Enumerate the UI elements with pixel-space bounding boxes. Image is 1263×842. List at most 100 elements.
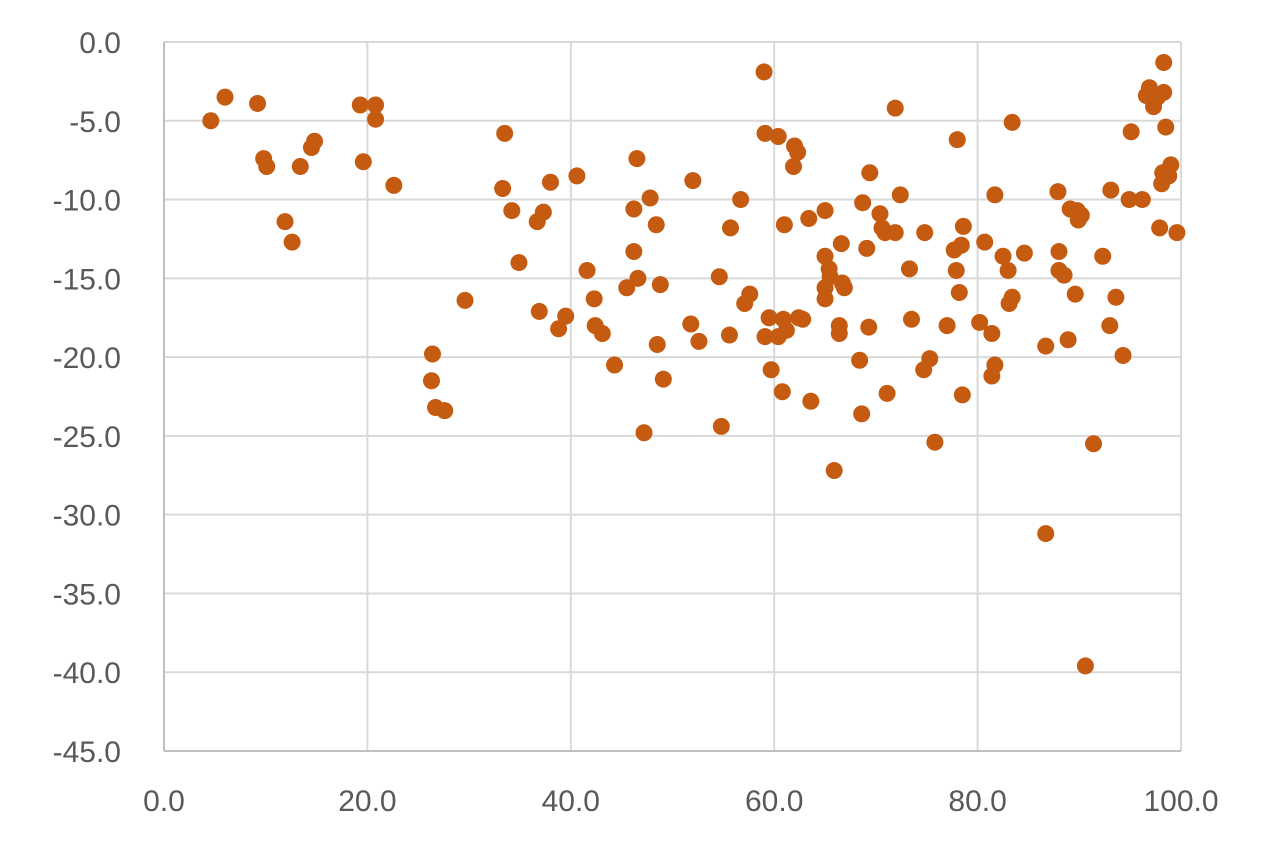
data-point [777, 321, 795, 339]
data-point [1102, 181, 1120, 199]
data-point [541, 173, 559, 191]
data-point [853, 405, 871, 423]
y-tick-label: -30.0 [53, 500, 121, 533]
data-point [871, 205, 889, 223]
data-point [1151, 219, 1169, 237]
data-point [1155, 53, 1173, 71]
data-point [1133, 191, 1151, 209]
data-point [954, 217, 972, 235]
y-tick-label: -45.0 [53, 736, 121, 769]
data-point [755, 63, 773, 81]
data-point [625, 200, 643, 218]
data-point [756, 124, 774, 142]
data-point [606, 356, 624, 374]
data-point [422, 372, 440, 390]
data-point [994, 247, 1012, 265]
data-point [1094, 247, 1112, 265]
data-point [794, 310, 812, 328]
data-point [291, 157, 309, 175]
y-tick-label: -15.0 [53, 263, 121, 296]
data-point [712, 417, 730, 435]
data-point [496, 124, 514, 142]
data-point [953, 386, 971, 404]
data-point [1072, 206, 1090, 224]
data-point [948, 131, 966, 149]
data-point [436, 402, 454, 420]
data-point [494, 180, 512, 198]
data-point [585, 290, 603, 308]
data-point [1049, 183, 1067, 201]
x-tick-label: 80.0 [948, 785, 1006, 818]
data-point [1003, 288, 1021, 306]
data-point [1162, 156, 1180, 174]
x-tick-label: 20.0 [338, 785, 396, 818]
data-point [878, 384, 896, 402]
data-point [568, 167, 586, 185]
data-point [530, 302, 548, 320]
data-point [1066, 285, 1084, 303]
data-point [647, 216, 665, 234]
data-point [732, 191, 750, 209]
data-point [971, 313, 989, 331]
data-point [769, 128, 787, 146]
data-point [1015, 244, 1033, 262]
axes [163, 42, 1181, 752]
data-point [648, 336, 666, 354]
x-axis-tick-labels: 0.0 20.0 40.0 60.0 80.0 100.0 [143, 785, 1218, 818]
data-point [1085, 435, 1103, 453]
x-tick-label: 60.0 [745, 785, 803, 818]
data-point [886, 224, 904, 242]
data-point [861, 164, 879, 182]
data-point [854, 194, 872, 212]
y-tick-label: -35.0 [53, 578, 121, 611]
data-point [986, 186, 1004, 204]
data-point [578, 261, 596, 279]
data-point [534, 203, 552, 221]
data-point [593, 324, 611, 342]
data-point [635, 424, 653, 442]
data-point [385, 176, 403, 194]
data-point [900, 260, 918, 278]
data-point [367, 110, 385, 128]
data-point [830, 324, 848, 342]
x-tick-label: 0.0 [143, 785, 185, 818]
data-point [999, 261, 1017, 279]
data-point [1114, 347, 1132, 365]
gridlines [164, 41, 1182, 751]
y-tick-label: 0.0 [79, 27, 121, 60]
y-tick-label: -10.0 [53, 185, 121, 218]
data-point [947, 261, 965, 279]
y-axis-tick-labels: 0.0 -5.0 -10.0 -15.0 -20.0 -25.0 -30.0 -35.0 -40… [53, 27, 121, 769]
data-point [625, 243, 643, 261]
data-point [710, 268, 728, 286]
data-point [249, 94, 267, 112]
data-point [510, 254, 528, 272]
data-point [851, 351, 869, 369]
data-point [1155, 83, 1173, 101]
y-tick-label: -40.0 [53, 657, 121, 690]
data-point [690, 332, 708, 350]
data-point [423, 345, 441, 363]
data-point [1055, 266, 1073, 284]
data-point [628, 150, 646, 168]
data-point [902, 310, 920, 328]
data-point [216, 88, 234, 106]
data-point [762, 361, 780, 379]
data-point [641, 189, 659, 207]
data-point [557, 307, 575, 325]
data-point [1120, 191, 1138, 209]
data-point [1050, 243, 1068, 261]
data-point [258, 157, 276, 175]
data-point [926, 433, 944, 451]
data-point [986, 356, 1004, 374]
x-tick-label: 100.0 [1143, 785, 1218, 818]
data-point [886, 99, 904, 117]
data-point [760, 309, 778, 327]
y-tick-label: -20.0 [53, 342, 121, 375]
data-point [891, 186, 909, 204]
data-point [684, 172, 702, 190]
data-point [1037, 525, 1055, 543]
data-point [952, 236, 970, 254]
data-point [816, 202, 834, 220]
